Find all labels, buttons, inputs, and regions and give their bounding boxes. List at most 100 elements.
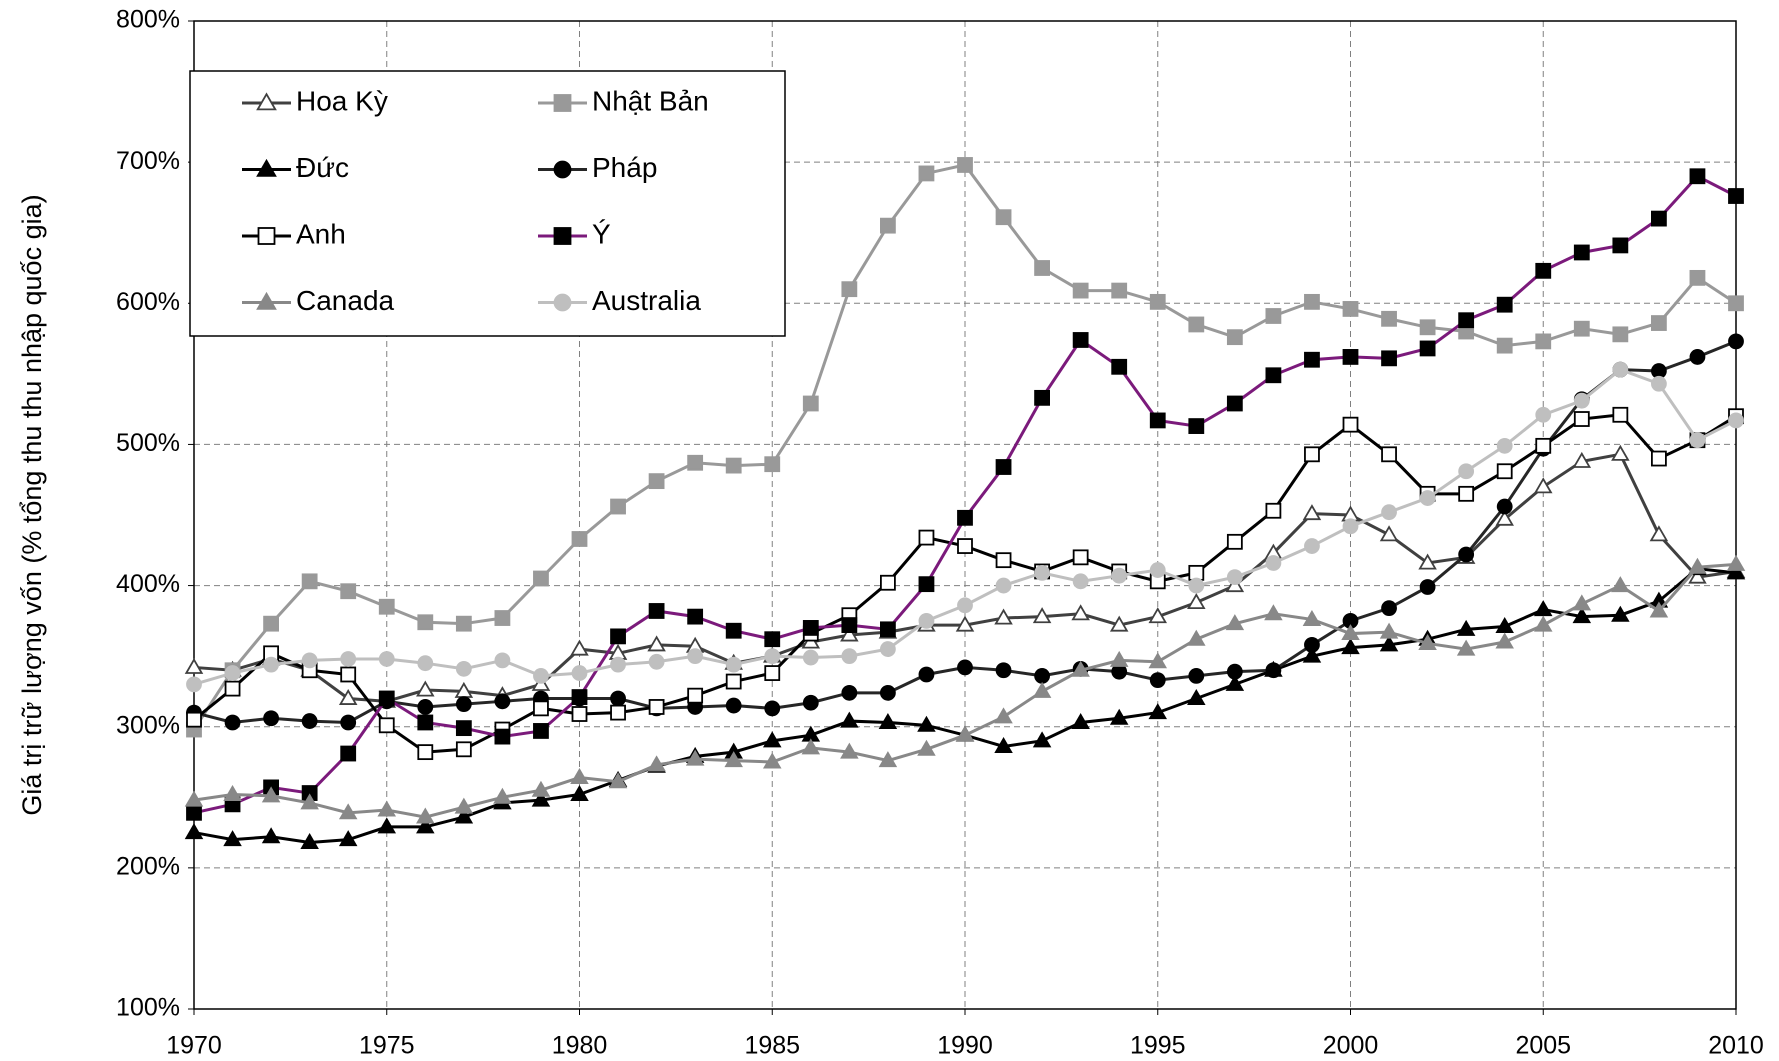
- data-point: [840, 625, 859, 642]
- data-point: [610, 704, 626, 721]
- data-point: [610, 690, 626, 707]
- data-point: [1572, 594, 1592, 611]
- data-point: [531, 780, 551, 797]
- data-point: [1689, 349, 1706, 365]
- data-point: [1381, 310, 1397, 327]
- data-point: [1535, 437, 1552, 454]
- data-point: [1304, 351, 1320, 368]
- data-point: [994, 736, 1013, 753]
- data-point: [184, 790, 204, 807]
- data-point: [917, 739, 936, 756]
- data-point: [957, 659, 973, 676]
- data-point: [455, 720, 472, 737]
- data-point: [1149, 672, 1166, 689]
- data-point: [1149, 562, 1166, 578]
- data-point: [1071, 712, 1090, 729]
- data-point: [1572, 607, 1592, 624]
- data-point: [1109, 650, 1129, 667]
- data-point: [571, 531, 588, 547]
- data-point: [570, 639, 589, 656]
- data-point: [841, 648, 858, 665]
- data-point: [1072, 332, 1089, 348]
- data-point: [610, 656, 626, 673]
- data-point: [610, 628, 626, 645]
- data-point: [1225, 674, 1245, 691]
- data-point: [1379, 635, 1399, 652]
- data-point: [494, 728, 511, 745]
- data-point: [340, 583, 357, 600]
- data-point: [1034, 260, 1050, 276]
- data-point: [1495, 617, 1514, 634]
- data-point: [1496, 296, 1513, 313]
- data-point: [454, 797, 474, 814]
- data-point: [1612, 406, 1629, 423]
- data-point: [1342, 518, 1359, 535]
- legend-marker: [257, 227, 276, 245]
- data-point: [1688, 557, 1707, 574]
- legend-label: Nhật Bản: [592, 85, 709, 116]
- data-point: [1458, 485, 1475, 502]
- data-point: [1034, 389, 1050, 406]
- data-point: [841, 684, 858, 701]
- data-point: [1728, 188, 1744, 204]
- data-point: [1419, 340, 1436, 357]
- data-point: [955, 615, 975, 632]
- data-point: [1226, 395, 1243, 412]
- data-point: [764, 700, 781, 717]
- y-tick-label: 300%: [116, 711, 180, 739]
- data-point: [1496, 337, 1513, 354]
- data-point: [764, 456, 781, 473]
- data-point: [455, 741, 472, 758]
- data-point: [1187, 688, 1206, 705]
- data-point: [223, 830, 242, 847]
- legend-label: Hoa Kỳ: [296, 85, 388, 116]
- data-point: [1381, 350, 1397, 367]
- data-point: [802, 395, 819, 412]
- data-point: [494, 693, 511, 710]
- data-point: [687, 454, 704, 471]
- legend-marker: [256, 92, 277, 111]
- y-tick-label: 200%: [116, 852, 180, 880]
- data-point: [1265, 308, 1282, 324]
- data-point: [957, 509, 973, 526]
- data-point: [1264, 604, 1283, 621]
- data-point: [687, 687, 704, 704]
- data-point: [494, 652, 511, 669]
- data-point: [1573, 411, 1590, 427]
- data-point: [995, 552, 1012, 569]
- data-point: [764, 648, 781, 665]
- data-point: [648, 473, 665, 490]
- data-point: [648, 603, 665, 619]
- data-point: [1612, 237, 1629, 254]
- legend-label: Anh: [296, 218, 346, 249]
- data-point: [455, 615, 472, 632]
- data-point: [1071, 604, 1090, 621]
- data-point: [1032, 681, 1052, 698]
- data-point: [840, 711, 859, 728]
- data-point: [1379, 622, 1399, 639]
- data-point: [687, 608, 704, 625]
- data-point: [1728, 295, 1744, 312]
- legend-marker: [553, 227, 572, 245]
- data-point: [841, 281, 858, 298]
- y-axis-title: Giá trị trữ lượng vốn (% tổng thu thu nh…: [17, 194, 47, 815]
- data-point: [377, 800, 397, 817]
- data-point: [764, 631, 781, 648]
- data-point: [918, 529, 935, 546]
- data-point: [340, 745, 357, 762]
- legend-marker: [553, 94, 572, 112]
- data-point: [1381, 446, 1397, 463]
- data-point: [1188, 316, 1205, 333]
- data-point: [1381, 600, 1397, 617]
- data-point: [377, 817, 397, 834]
- data-point: [1072, 549, 1089, 566]
- data-point: [184, 823, 204, 840]
- data-point: [1342, 301, 1359, 317]
- data-point: [1226, 329, 1243, 346]
- data-point: [1265, 555, 1282, 571]
- data-point: [957, 538, 973, 554]
- data-point: [917, 715, 936, 732]
- data-point: [1611, 605, 1630, 622]
- data-point: [1458, 546, 1475, 563]
- data-point: [493, 787, 512, 804]
